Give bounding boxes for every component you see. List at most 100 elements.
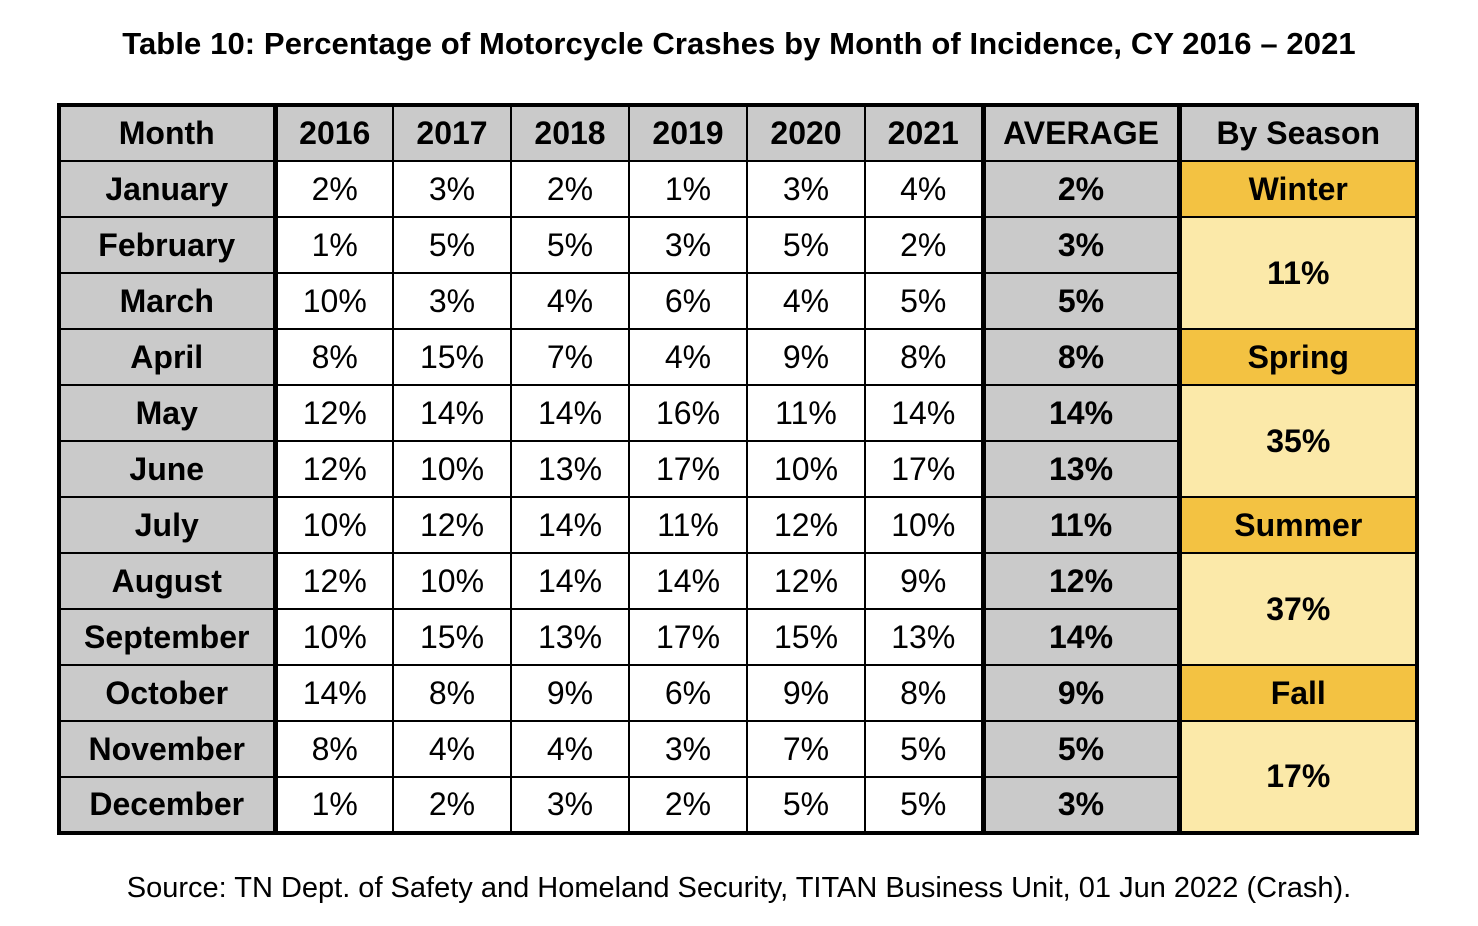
value-cell-2020: 5% xyxy=(746,776,866,834)
average-cell: 14% xyxy=(982,608,1182,666)
month-cell: March xyxy=(58,272,278,330)
value-cell-2019: 6% xyxy=(628,664,748,722)
table-row: February 1% 5% 5% 3% 5% 2% 3% 11% xyxy=(58,216,1418,330)
table-row: April 8% 15% 7% 4% 9% 8% 8% Spring xyxy=(58,328,1418,386)
month-cell: October xyxy=(58,664,278,722)
value-cell-2016: 1% xyxy=(274,216,394,274)
table-row: November 8% 4% 4% 3% 7% 5% 5% 17% xyxy=(58,720,1418,834)
value-cell-2021: 13% xyxy=(864,608,986,666)
season-name-cell: Summer xyxy=(1178,496,1418,554)
average-cell: 9% xyxy=(982,664,1182,722)
header-2018: 2018 xyxy=(510,104,630,162)
average-cell: 3% xyxy=(982,776,1182,834)
header-row: Month 2016 2017 2018 2019 2020 2021 AVER… xyxy=(58,104,1418,162)
value-cell-2017: 12% xyxy=(392,496,512,554)
month-cell: February xyxy=(58,216,278,274)
value-cell-2020: 5% xyxy=(746,216,866,274)
season-percent-cell: 37% xyxy=(1178,552,1418,666)
value-cell-2019: 3% xyxy=(628,720,748,778)
value-cell-2018: 5% xyxy=(510,216,630,274)
value-cell-2017: 15% xyxy=(392,608,512,666)
month-cell: December xyxy=(58,776,278,834)
average-cell: 11% xyxy=(982,496,1182,554)
value-cell-2021: 5% xyxy=(864,776,986,834)
value-cell-2021: 14% xyxy=(864,384,986,442)
value-cell-2019: 2% xyxy=(628,776,748,834)
value-cell-2020: 12% xyxy=(746,496,866,554)
value-cell-2016: 12% xyxy=(274,440,394,498)
average-cell: 14% xyxy=(982,384,1182,442)
value-cell-2016: 10% xyxy=(274,608,394,666)
table-row: January 2% 3% 2% 1% 3% 4% 2% Winter xyxy=(58,160,1418,218)
value-cell-2019: 14% xyxy=(628,552,748,610)
season-percent-cell: 11% xyxy=(1178,216,1418,330)
value-cell-2021: 5% xyxy=(864,720,986,778)
table-row: June 12% 10% 13% 17% 10% 17% 13% xyxy=(58,440,1417,498)
value-cell-2017: 4% xyxy=(392,720,512,778)
value-cell-2018: 13% xyxy=(510,608,630,666)
value-cell-2016: 12% xyxy=(274,384,394,442)
table-row: March 10% 3% 4% 6% 4% 5% 5% xyxy=(58,272,1417,330)
value-cell-2018: 14% xyxy=(510,552,630,610)
value-cell-2017: 5% xyxy=(392,216,512,274)
season-percent-cell: 17% xyxy=(1178,720,1418,834)
value-cell-2016: 10% xyxy=(274,272,394,330)
value-cell-2020: 4% xyxy=(746,272,866,330)
average-cell: 3% xyxy=(982,216,1182,274)
value-cell-2018: 13% xyxy=(510,440,630,498)
average-cell: 13% xyxy=(982,440,1182,498)
value-cell-2021: 10% xyxy=(864,496,986,554)
value-cell-2018: 2% xyxy=(510,160,630,218)
value-cell-2019: 4% xyxy=(628,328,748,386)
header-2017: 2017 xyxy=(392,104,512,162)
table-row: October 14% 8% 9% 6% 9% 8% 9% Fall xyxy=(58,664,1418,722)
header-2021: 2021 xyxy=(864,104,986,162)
table-row: May 12% 14% 14% 16% 11% 14% 14% 35% xyxy=(58,384,1418,498)
season-name-cell: Spring xyxy=(1178,328,1418,386)
value-cell-2016: 10% xyxy=(274,496,394,554)
season-name-cell: Winter xyxy=(1178,160,1418,218)
source-note: Source: TN Dept. of Safety and Homeland … xyxy=(126,872,1352,904)
value-cell-2021: 2% xyxy=(864,216,986,274)
value-cell-2017: 3% xyxy=(392,160,512,218)
value-cell-2017: 10% xyxy=(392,440,512,498)
value-cell-2016: 1% xyxy=(274,776,394,834)
value-cell-2016: 8% xyxy=(274,720,394,778)
value-cell-2019: 1% xyxy=(628,160,748,218)
header-2019: 2019 xyxy=(628,104,748,162)
table-row: September 10% 15% 13% 17% 15% 13% 14% xyxy=(58,608,1417,666)
value-cell-2020: 11% xyxy=(746,384,866,442)
value-cell-2018: 9% xyxy=(510,664,630,722)
value-cell-2018: 14% xyxy=(510,496,630,554)
header-2020: 2020 xyxy=(746,104,866,162)
average-cell: 12% xyxy=(982,552,1182,610)
month-cell: January xyxy=(58,160,278,218)
season-name-cell: Fall xyxy=(1178,664,1418,722)
value-cell-2018: 14% xyxy=(510,384,630,442)
month-cell: May xyxy=(58,384,278,442)
value-cell-2020: 9% xyxy=(746,328,866,386)
value-cell-2020: 12% xyxy=(746,552,866,610)
month-cell: August xyxy=(58,552,278,610)
value-cell-2018: 3% xyxy=(510,776,630,834)
table-row: August 12% 10% 14% 14% 12% 9% 12% 37% xyxy=(58,552,1418,666)
month-cell: September xyxy=(58,608,278,666)
value-cell-2019: 17% xyxy=(628,440,748,498)
table-row: December 1% 2% 3% 2% 5% 5% 3% xyxy=(58,776,1417,834)
value-cell-2021: 4% xyxy=(864,160,986,218)
value-cell-2019: 6% xyxy=(628,272,748,330)
value-cell-2019: 17% xyxy=(628,608,748,666)
value-cell-2017: 15% xyxy=(392,328,512,386)
value-cell-2021: 9% xyxy=(864,552,986,610)
month-cell: July xyxy=(58,496,278,554)
value-cell-2017: 8% xyxy=(392,664,512,722)
month-cell: June xyxy=(58,440,278,498)
average-cell: 2% xyxy=(982,160,1182,218)
value-cell-2016: 14% xyxy=(274,664,394,722)
month-cell: April xyxy=(58,328,278,386)
header-average: AVERAGE xyxy=(982,104,1182,162)
table-title: Table 10: Percentage of Motorcycle Crash… xyxy=(122,26,1356,61)
value-cell-2018: 7% xyxy=(510,328,630,386)
value-cell-2020: 7% xyxy=(746,720,866,778)
month-cell: November xyxy=(58,720,278,778)
